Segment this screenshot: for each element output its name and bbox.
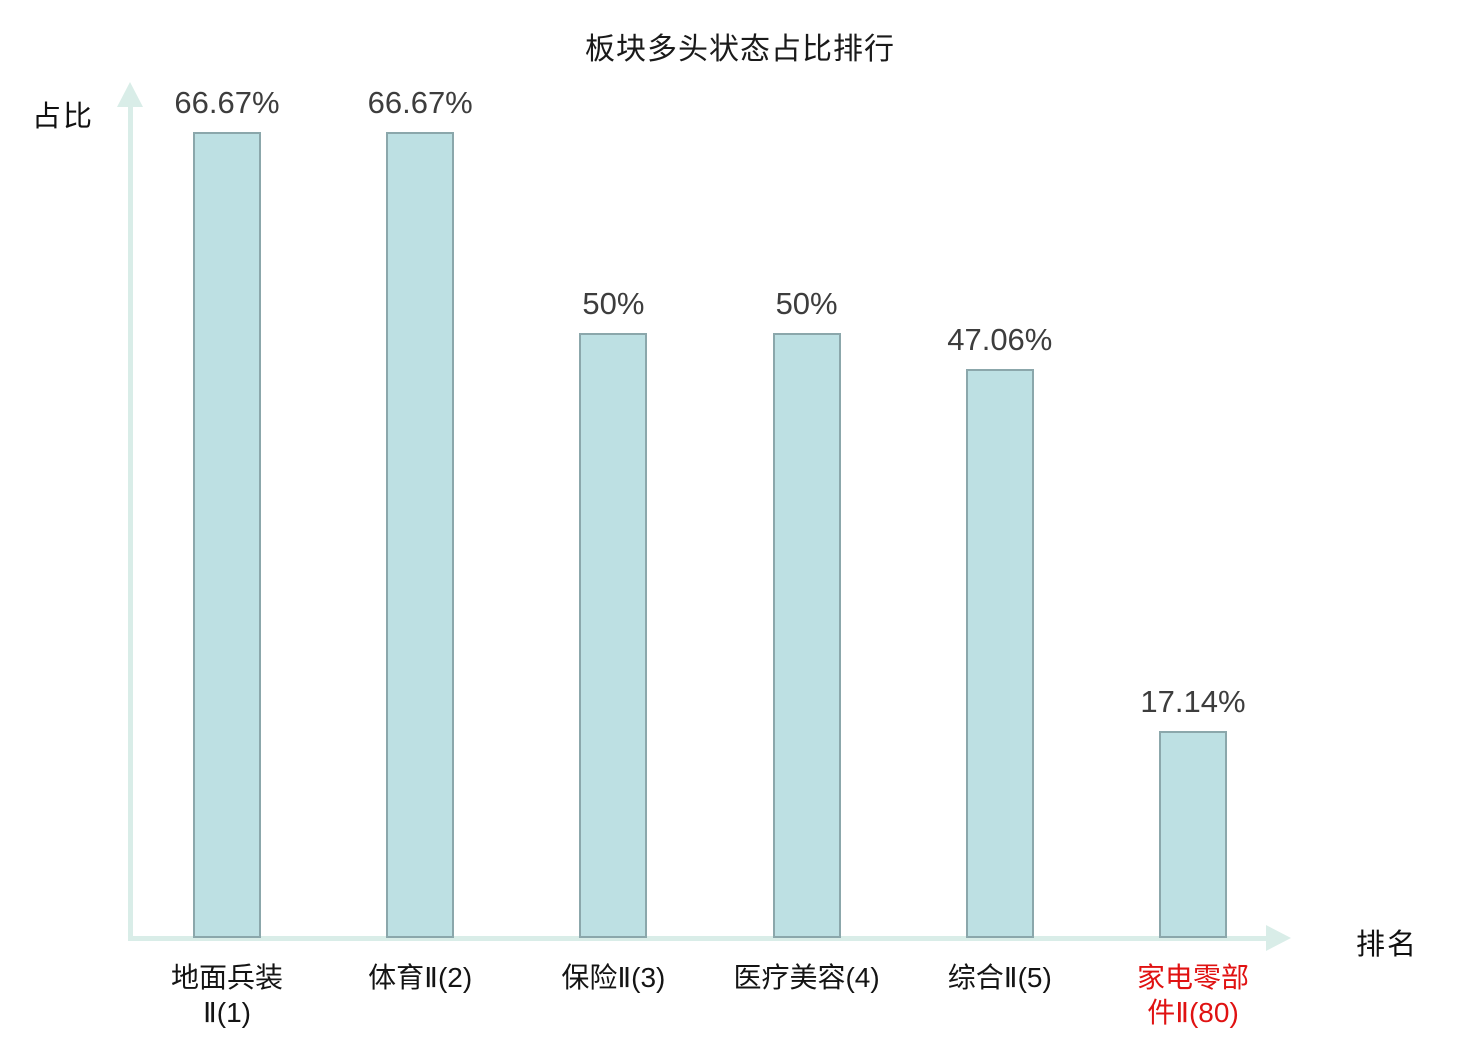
bar-value-label: 66.67% [174, 85, 280, 120]
bar [579, 333, 648, 938]
bar [193, 132, 261, 938]
bar [772, 333, 841, 938]
bar-category-label: 医疗美容(4) [697, 960, 917, 995]
x-axis-arrow-icon [1266, 925, 1291, 951]
bar-value-label: 47.06% [947, 322, 1053, 357]
y-axis-line [128, 106, 133, 941]
bar-category-label: 综合Ⅱ(5) [890, 960, 1110, 995]
bar [965, 369, 1034, 938]
bar-category-label-line: 地面兵装 [170, 962, 283, 993]
chart-title: 板块多头状态占比排行 [585, 33, 895, 66]
bar-value-label: 17.14% [1140, 684, 1246, 719]
y-axis-arrow-icon [117, 82, 143, 107]
bar [386, 132, 455, 938]
bar [1159, 731, 1227, 938]
bar-category-label: 保险Ⅱ(3) [503, 960, 723, 995]
bar-value-label: 66.67% [367, 85, 473, 120]
bar-value-label: 50% [582, 286, 645, 321]
bar-category-label-line: Ⅱ(1) [202, 997, 251, 1028]
bar-category-label-line: 医疗美容(4) [733, 962, 880, 993]
bar-category-label-line: 家电零部 [1136, 962, 1249, 993]
bar-category-label-line: 体育Ⅱ(2) [368, 962, 473, 993]
bar-category-label: 家电零部件Ⅱ(80) [1083, 960, 1303, 1030]
bar-category-label-line: 保险Ⅱ(3) [561, 962, 666, 993]
x-axis-line [128, 936, 1268, 941]
bar-category-label-line: 件Ⅱ(80) [1147, 997, 1239, 1028]
bar-category-label: 体育Ⅱ(2) [310, 960, 530, 995]
bar-category-label: 地面兵装 Ⅱ(1) [117, 960, 337, 1030]
bar-value-label: 50% [775, 286, 838, 321]
x-axis-label: 排名 [1356, 929, 1419, 961]
bar-category-label-line: 综合Ⅱ(5) [947, 962, 1052, 993]
y-axis-label: 占比 [32, 101, 95, 133]
